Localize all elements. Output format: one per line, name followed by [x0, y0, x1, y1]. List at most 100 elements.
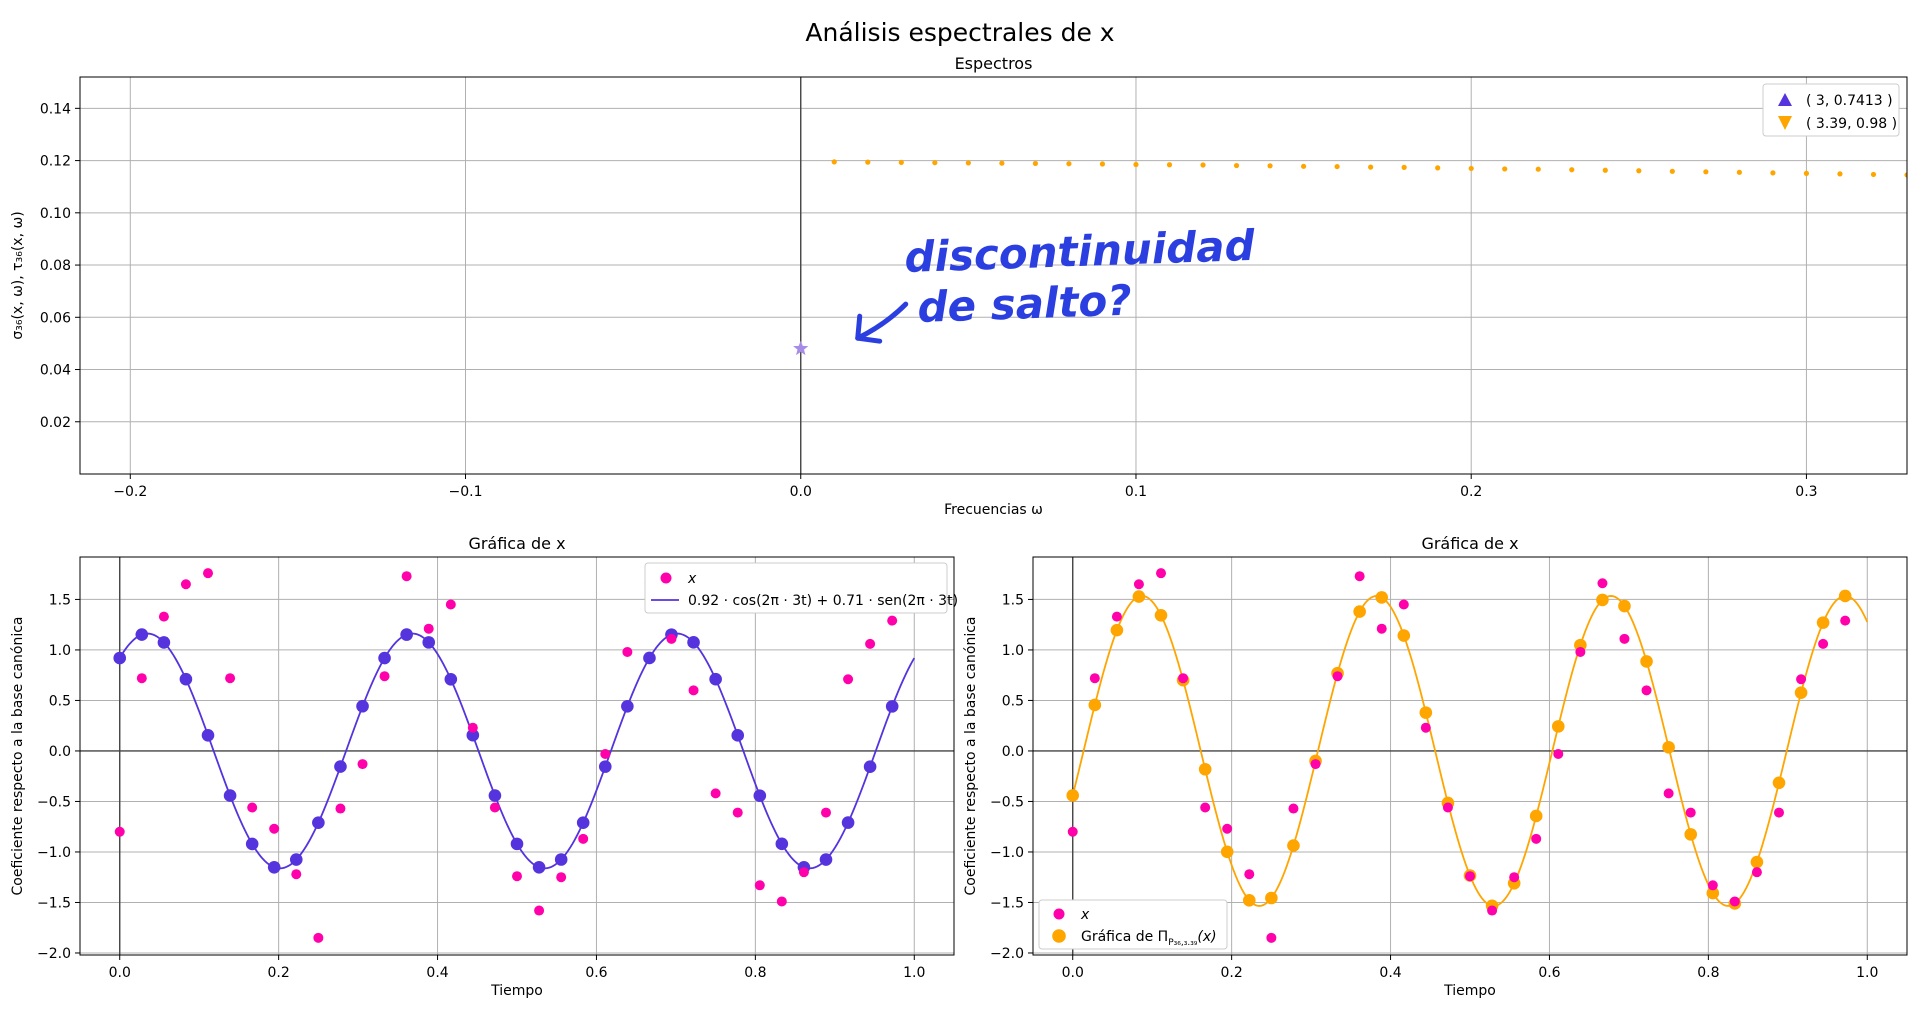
sample-point — [1376, 623, 1387, 634]
sample-point — [666, 633, 677, 644]
annotation-arrow-head — [855, 313, 883, 344]
sample-point — [1420, 722, 1431, 733]
plot-frame — [79, 76, 1908, 475]
projection-point — [1154, 608, 1168, 622]
x-tick-label: 0.2 — [1460, 484, 1482, 500]
fit-point — [356, 699, 369, 713]
plot-area — [1033, 557, 1907, 955]
sample-point — [1531, 833, 1542, 844]
sample-point — [1751, 867, 1762, 878]
spectrum-point — [1870, 171, 1877, 178]
y-tick-label: −0.5 — [990, 794, 1024, 810]
spectrum-point — [1569, 167, 1575, 173]
legend-label: 0.92 · cos(2π · 3t) + 0.71 · sen(2π · 3t… — [688, 593, 958, 609]
spectrum-panel: −0.2 −0.1 0.0 0.1 0.2 0.3 0.02 0.04 0.06 0.08 0.10… — [10, 54, 1908, 518]
annotation-line-2: de salto? — [917, 276, 1133, 332]
projection-point — [1662, 740, 1675, 754]
fit-point — [643, 651, 656, 665]
projection-point — [1640, 655, 1653, 668]
spectrum-point — [1703, 169, 1709, 175]
sample-point — [865, 638, 876, 649]
sample-point — [203, 568, 214, 579]
sample-point — [1222, 823, 1233, 834]
sample-point — [534, 905, 545, 916]
sample-point — [313, 932, 324, 943]
spectrum-point — [1233, 162, 1240, 169]
sample-point — [754, 880, 765, 891]
projection-point — [1287, 839, 1300, 852]
sample-point — [1685, 807, 1696, 818]
plot-area — [80, 77, 1907, 474]
projection-point — [1750, 855, 1764, 869]
spectrum-point — [1267, 163, 1273, 169]
sample-point — [379, 671, 390, 682]
fit-point — [576, 816, 590, 830]
spectrum-point — [1166, 162, 1173, 168]
sample-point — [1840, 615, 1851, 626]
fit-point — [223, 789, 237, 802]
spectrum-point — [1368, 164, 1374, 170]
panel-title: Espectros — [955, 54, 1033, 73]
fit-point — [312, 816, 325, 829]
spectrum-point — [1803, 170, 1810, 176]
legend-label: ( 3, 0.7413 ) — [1806, 93, 1893, 109]
sample-point — [1575, 646, 1586, 657]
x-tick-label: 1.0 — [903, 965, 925, 981]
sample-point — [1133, 579, 1144, 590]
fit-point — [885, 700, 899, 713]
projection-point — [1375, 591, 1389, 604]
sample-point — [887, 615, 898, 626]
x-tick-label: 1.0 — [1856, 965, 1878, 981]
sample-point — [357, 759, 368, 770]
projection-point — [1596, 593, 1609, 607]
sample-point — [225, 673, 236, 684]
sample-point — [776, 896, 787, 907]
spectrum-point — [1334, 163, 1340, 170]
y-tick-label: 0.04 — [40, 363, 71, 379]
x-tick-label: 0.3 — [1795, 484, 1817, 500]
projection-point — [1132, 590, 1146, 603]
x-tick-label: 0.2 — [268, 965, 290, 981]
fit-point — [731, 729, 745, 742]
spectrum-point — [1904, 172, 1907, 178]
sample-point — [1487, 905, 1498, 916]
plot-frame — [1032, 556, 1908, 956]
spectrum-point — [1736, 169, 1742, 175]
x-tick-label: 0.4 — [1379, 965, 1401, 981]
sample-point — [1663, 788, 1674, 799]
x-tick-label: 0.8 — [744, 965, 766, 981]
sample-point — [732, 807, 743, 818]
spectrum-point — [1636, 168, 1642, 174]
projection-point — [1419, 706, 1433, 719]
sample-point — [136, 673, 147, 684]
sample-point — [556, 872, 567, 883]
spectrum-point — [1535, 166, 1541, 172]
y-tick-label: −2.0 — [990, 946, 1024, 962]
projection-panel: 0.0 0.2 0.4 0.6 0.8 1.0 −2.0 −1.5 −1.0 −0.5 0.0 0.5… — [963, 534, 1908, 999]
fit-point — [378, 651, 391, 665]
sample-point — [1619, 633, 1630, 644]
sample-point — [688, 685, 699, 696]
x-tick-label: 0.2 — [1221, 965, 1243, 981]
projection-point — [1706, 886, 1720, 900]
legend-triangle-up-icon — [1778, 93, 1792, 106]
fit-point — [400, 628, 413, 641]
spectrum-point — [1099, 161, 1106, 167]
annotation-arrow-shaft — [855, 301, 909, 341]
spectrum-point — [965, 160, 971, 166]
sample-point — [1310, 759, 1321, 770]
fit-point — [135, 628, 149, 641]
spectrum-point — [1300, 163, 1307, 169]
y-tick-label: 0.10 — [40, 206, 71, 222]
spectrum-point — [1032, 160, 1039, 167]
spectrum-point — [932, 160, 938, 166]
plot-area — [80, 557, 954, 955]
sample-point — [158, 611, 169, 622]
spectrum-point — [999, 160, 1005, 166]
sample-point — [1465, 871, 1475, 882]
x-tick-label: 0.0 — [109, 965, 131, 981]
sample-point — [423, 623, 434, 634]
y-axis-label: σ₃₆(x, ω), τ₃₆(x, ω) — [10, 211, 26, 339]
fit-point — [245, 837, 259, 851]
